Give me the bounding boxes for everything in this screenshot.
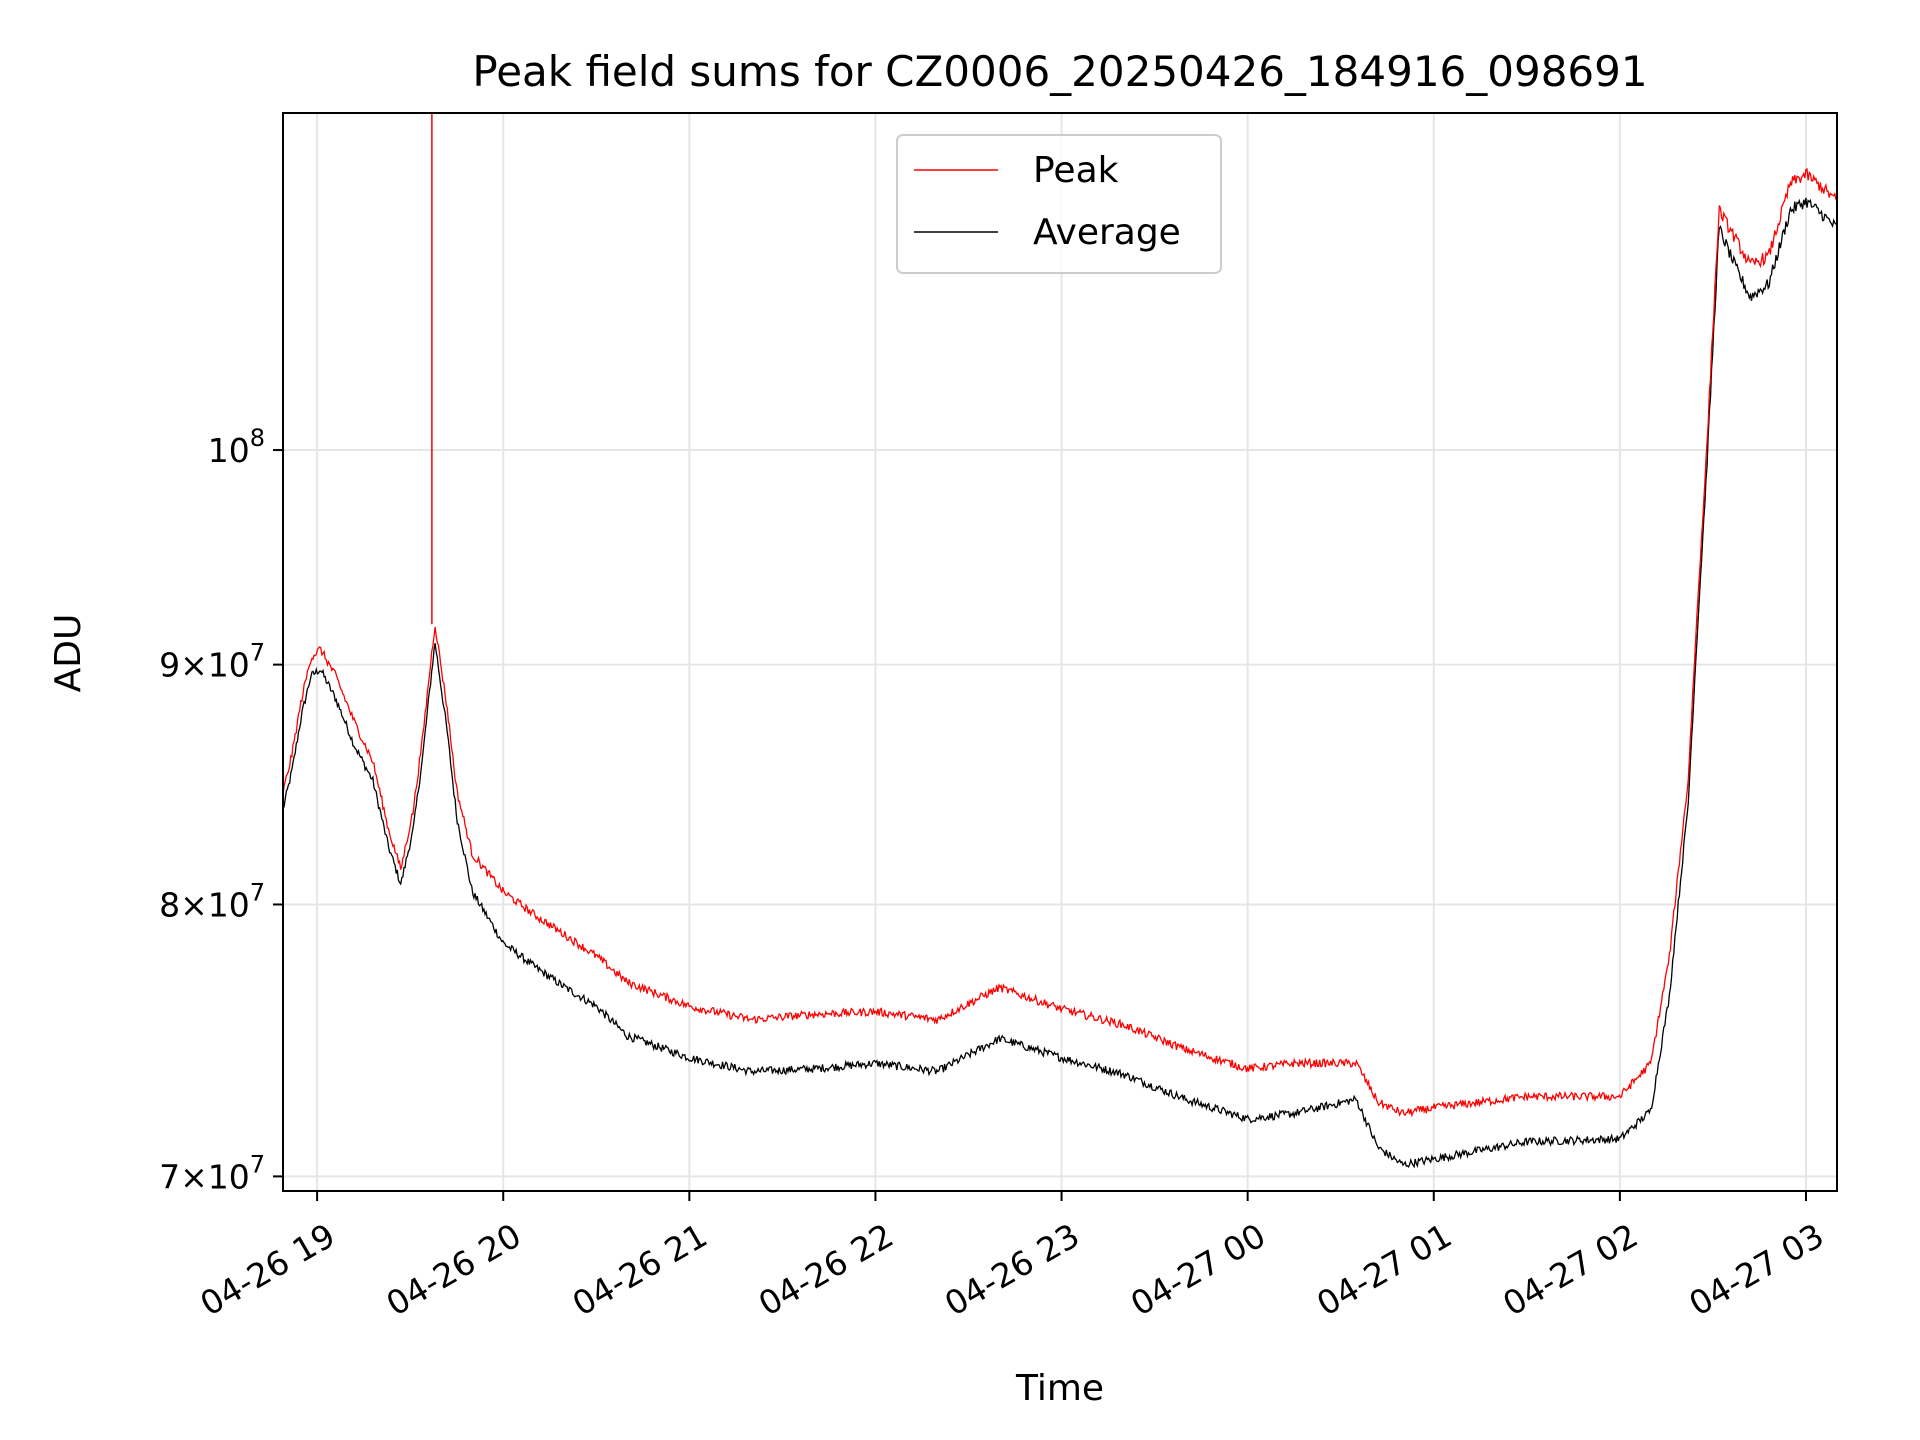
- legend: Peak Average: [896, 134, 1222, 274]
- series-line-peak: [282, 168, 1838, 1118]
- chart-title: Peak field sums for CZ0006_20250426_1849…: [472, 47, 1647, 96]
- y-axis-label: ADU: [48, 614, 89, 693]
- plot-area: [282, 112, 1838, 1192]
- plot-background: [283, 113, 1837, 1191]
- series-lines: [282, 113, 1838, 1169]
- series-line-average: [282, 197, 1838, 1169]
- plot-frame: [282, 112, 1838, 1192]
- legend-label-average: Average: [1033, 212, 1181, 253]
- y-tick-label: 9×107: [159, 639, 265, 685]
- legend-label-peak: Peak: [1033, 150, 1119, 191]
- grid: [283, 113, 1837, 1191]
- y-tick-label: 7×107: [159, 1150, 265, 1196]
- y-axis-ticks: 7×107 8×107 9×107 108: [159, 424, 283, 1196]
- y-tick-label: 8×107: [159, 878, 265, 924]
- y-tick-label: 108: [208, 424, 265, 470]
- x-axis-label: Time: [1015, 1368, 1104, 1409]
